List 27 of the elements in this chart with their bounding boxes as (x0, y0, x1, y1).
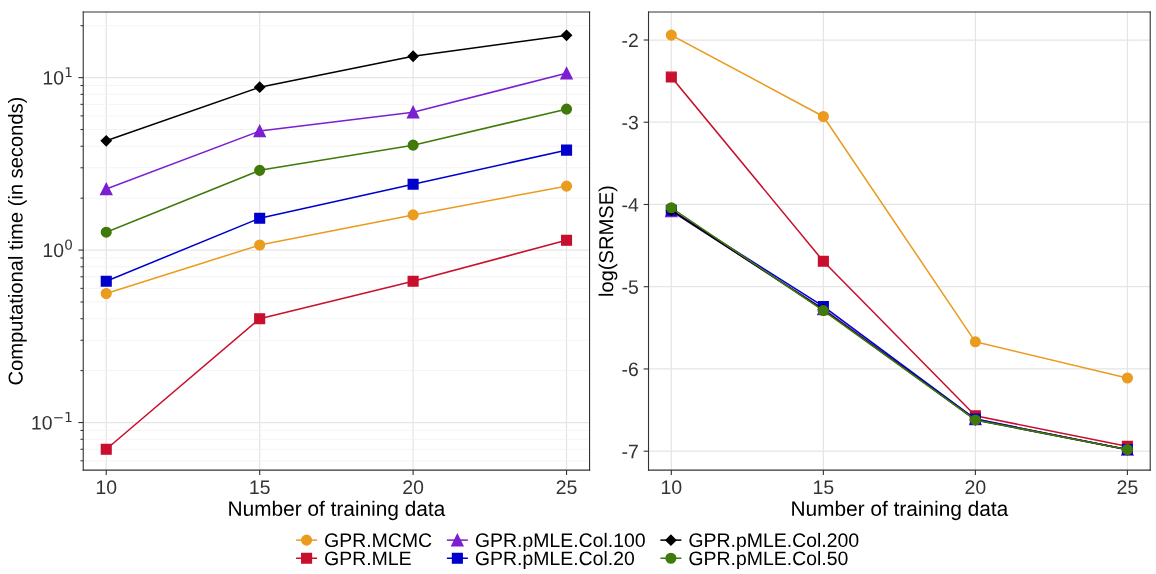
x-tick-label: 25 (1117, 480, 1138, 495)
x-tick-label: 10 (96, 480, 117, 495)
legend-label: GPR.pMLE.Col.100 (475, 532, 645, 551)
legend-label: GPR.MLE (325, 551, 411, 566)
x-axis-title: Number of training data (229, 500, 446, 521)
y-tick-label: -7 (622, 444, 638, 459)
x-tick-label: 10 (661, 480, 682, 495)
x-tick-label: 25 (556, 480, 577, 495)
y-tick-label: 10$^{−1}$ (32, 412, 72, 430)
legend-label: GPR.pMLE.Col.20 (475, 550, 635, 570)
y-tick-label: -6 (622, 362, 638, 377)
y-tick-label: 10$^{1}$ (43, 67, 72, 85)
x-tick-label: 20 (965, 480, 986, 495)
legend-label: GPR.pMLE.Col.200 (689, 532, 859, 551)
y-tick-label: -5 (622, 280, 638, 294)
y-tick-label: 10$^{0}$ (43, 239, 72, 258)
x-tick-label: 15 (250, 480, 270, 495)
y-tick-label: -2 (622, 33, 638, 48)
x-tick-label: 20 (403, 480, 424, 495)
x-tick-label: 15 (814, 480, 834, 495)
y-tick-label: -3 (622, 115, 638, 130)
y-axis-title: log(SRMSE) (598, 186, 618, 296)
y-axis-title: Computational time (in seconds) (7, 97, 27, 385)
x-axis-title: Number of training data (792, 500, 1009, 521)
y-tick-label: -4 (622, 198, 639, 212)
legend-label: GPR.pMLE.Col.50 (689, 550, 848, 570)
legend-label: GPR.MCMC (325, 533, 432, 548)
